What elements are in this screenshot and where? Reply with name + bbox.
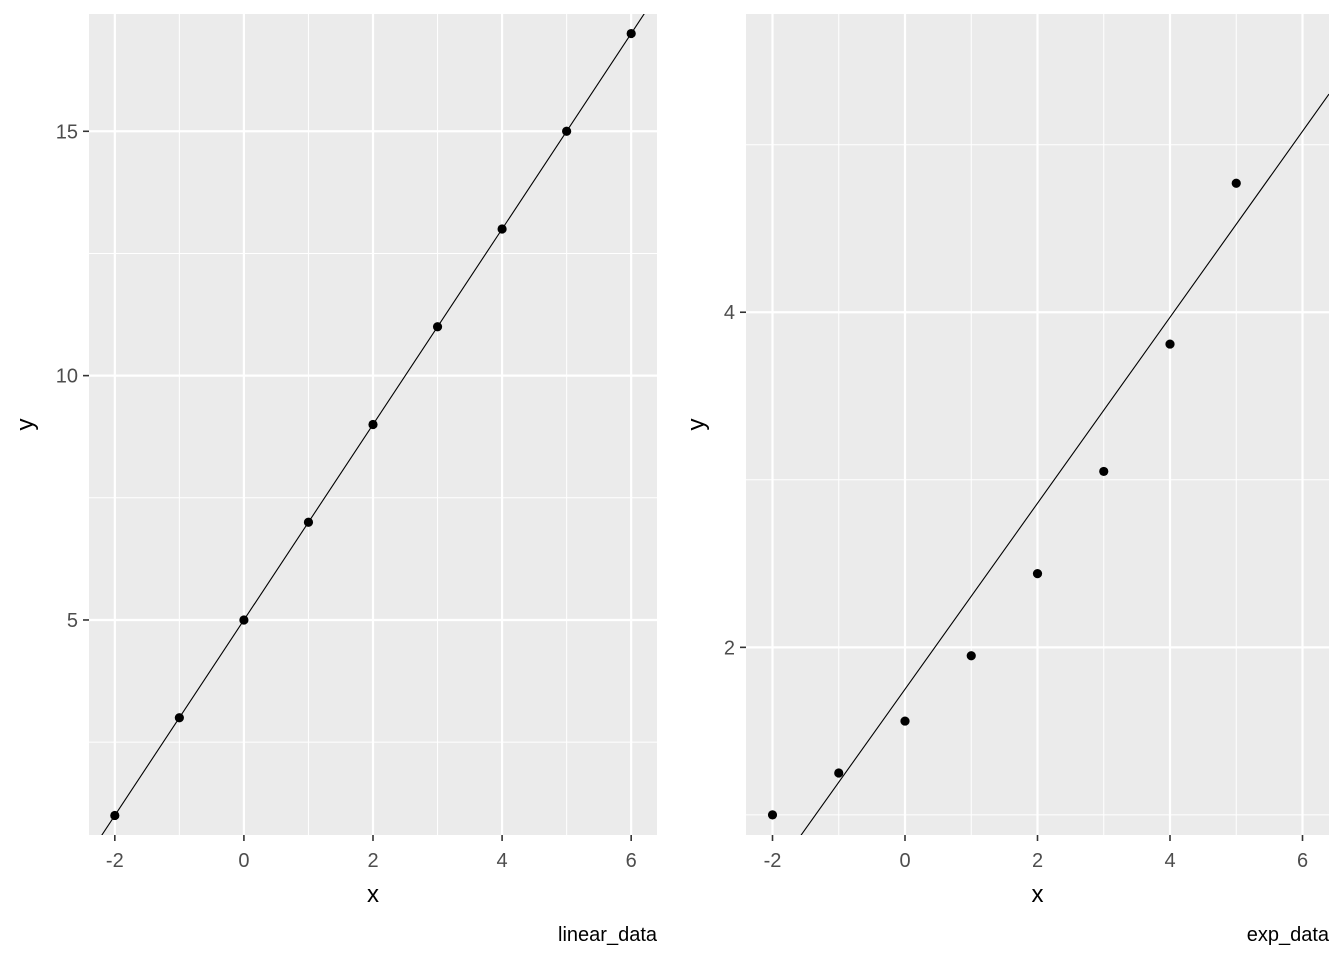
data-point: [497, 224, 507, 234]
data-point: [1099, 466, 1109, 477]
data-point: [626, 28, 636, 39]
x-tick-label: 2: [367, 850, 378, 872]
x-axis-title: x: [1032, 881, 1044, 908]
data-point: [432, 322, 443, 332]
y-axis-title: y: [12, 419, 39, 431]
linear-data-panel: -2 0 2 4 6 5 10 15 x y linear_data: [12, 14, 658, 946]
data-point: [767, 810, 778, 820]
data-point: [966, 651, 976, 661]
data-point: [303, 517, 314, 527]
caption: linear_data: [558, 924, 658, 946]
y-tick-label: 4: [724, 302, 735, 324]
x-tick-label: -2: [764, 850, 782, 872]
x-tick-label: 0: [899, 850, 910, 872]
data-point: [1231, 178, 1241, 188]
y-tick-label: 10: [56, 366, 78, 388]
y-axis-title: y: [683, 419, 710, 431]
data-point: [834, 768, 844, 778]
data-point: [1032, 569, 1043, 579]
x-tick-label: 2: [1032, 850, 1043, 872]
data-point: [368, 419, 378, 430]
data-point: [900, 716, 910, 726]
data-point: [110, 810, 120, 821]
data-point: [1165, 339, 1175, 349]
y-tick-label: 5: [67, 610, 78, 632]
x-tick-label: -2: [106, 850, 124, 872]
x-axis-title: x: [367, 881, 379, 908]
x-tick-label: 6: [626, 850, 637, 872]
y-tick-label: 2: [724, 637, 735, 659]
x-tick-label: 4: [497, 850, 508, 872]
fit-line: [800, 93, 1329, 835]
data-point: [239, 615, 249, 625]
y-tick-label: 15: [56, 121, 78, 143]
x-tick-label: 4: [1164, 850, 1175, 872]
x-tick-label: 0: [238, 850, 249, 872]
data-point: [562, 126, 572, 136]
caption: exp_data: [1247, 924, 1330, 946]
exp-data-panel: -20246246xyexp_data: [683, 14, 1330, 946]
x-tick-label: 6: [1297, 850, 1308, 872]
data-point: [174, 713, 184, 723]
